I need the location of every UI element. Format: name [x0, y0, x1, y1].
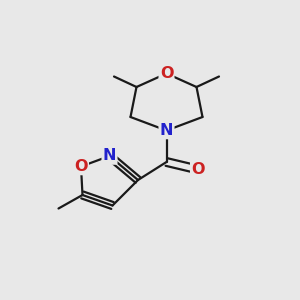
Text: O: O: [160, 66, 173, 81]
Text: O: O: [191, 162, 205, 177]
Text: N: N: [103, 148, 116, 164]
Text: O: O: [74, 159, 88, 174]
Text: N: N: [160, 123, 173, 138]
